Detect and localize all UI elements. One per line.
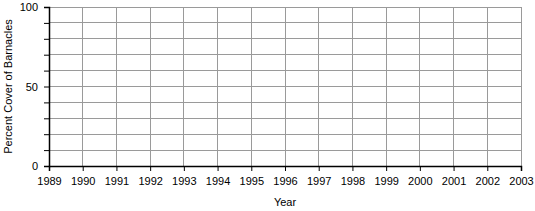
x-tick: 2003 [509, 166, 533, 187]
x-tick-mark [352, 166, 353, 171]
x-tick-label: 1993 [172, 175, 196, 187]
x-tick: 1993 [172, 166, 196, 187]
y-axis-line [44, 8, 50, 167]
x-tick: 1999 [374, 166, 398, 187]
y-tick-mark [44, 166, 49, 167]
y-axis: 0 50 100 [20, 1, 50, 172]
grid-line [487, 7, 488, 166]
x-tick-mark [386, 166, 387, 171]
y-tick [44, 118, 49, 119]
y-tick-label: 50 [26, 81, 38, 93]
x-axis-line [50, 167, 522, 172]
x-tick-mark [420, 166, 421, 171]
x-tick-mark [116, 166, 117, 171]
y-tick-mark [44, 71, 49, 72]
x-tick-label: 1995 [240, 175, 264, 187]
x-tick-mark [251, 166, 252, 171]
grid-line [419, 7, 420, 166]
y-tick: 50 [26, 81, 49, 93]
y-tick-mark [44, 150, 49, 151]
x-tick-label: 1989 [37, 175, 61, 187]
y-tick [44, 102, 49, 103]
x-tick-label: 1994 [206, 175, 230, 187]
x-tick-mark [319, 166, 320, 171]
y-tick-label: 100 [20, 1, 38, 13]
grid [49, 7, 521, 166]
grid-line [521, 7, 522, 166]
x-tick: 1989 [37, 166, 61, 187]
x-tick-label: 1998 [341, 175, 365, 187]
y-tick [44, 55, 49, 56]
grid-line [352, 7, 353, 166]
chart: 1989 1990 1991 1992 1993 1994 1995 1996 1997 1998… [0, 0, 535, 211]
y-tick [44, 39, 49, 40]
grid-line [285, 7, 286, 166]
grid-line [386, 7, 387, 166]
x-tick-mark [83, 166, 84, 171]
x-tick-mark [184, 166, 185, 171]
x-tick-label: 2001 [442, 175, 466, 187]
x-tick-label: 2003 [509, 175, 533, 187]
x-tick: 1996 [273, 166, 297, 187]
y-tick [44, 150, 49, 151]
grid-line [318, 7, 319, 166]
x-tick-label: 1990 [71, 175, 95, 187]
x-tick-label: 1999 [374, 175, 398, 187]
grid-line [217, 7, 218, 166]
x-tick-mark [521, 166, 522, 171]
y-tick [44, 134, 49, 135]
x-tick: 1991 [105, 166, 129, 187]
x-tick-mark [285, 166, 286, 171]
x-tick: 1990 [71, 166, 95, 187]
x-tick-label: 1991 [105, 175, 129, 187]
x-tick-label: 2000 [408, 175, 432, 187]
x-tick: 1992 [138, 166, 162, 187]
y-tick: 100 [20, 1, 49, 13]
x-tick-label: 1997 [307, 175, 331, 187]
x-tick: 1994 [206, 166, 230, 187]
x-axis: 1989 1990 1991 1992 1993 1994 1995 1996 1997 1998… [37, 166, 533, 187]
grid-line [82, 7, 83, 166]
x-tick-label: 1996 [273, 175, 297, 187]
grid-line [150, 7, 151, 166]
y-axis-title: Percent Cover of Barnacles [2, 19, 14, 154]
x-tick-label: 2002 [476, 175, 500, 187]
y-tick-mark [44, 7, 49, 8]
x-axis-title: Year [274, 196, 297, 208]
y-tick [44, 71, 49, 72]
y-tick: 0 [32, 160, 49, 172]
grid-line [453, 7, 454, 166]
x-tick: 2000 [408, 166, 432, 187]
x-tick-mark [150, 166, 151, 171]
y-tick-mark [44, 87, 49, 88]
grid-line [116, 7, 117, 166]
y-tick-mark [44, 102, 49, 103]
x-tick: 1997 [307, 166, 331, 187]
x-tick: 1995 [240, 166, 264, 187]
y-tick-mark [44, 134, 49, 135]
x-tick: 2002 [476, 166, 500, 187]
y-tick-label: 0 [32, 160, 38, 172]
y-tick-mark [44, 55, 49, 56]
x-tick: 1998 [341, 166, 365, 187]
grid-line [251, 7, 252, 166]
y-tick [44, 23, 49, 24]
y-tick-mark [44, 118, 49, 119]
x-tick-mark [454, 166, 455, 171]
x-tick: 2001 [442, 166, 466, 187]
x-tick-mark [218, 166, 219, 171]
x-tick-mark [487, 166, 488, 171]
y-tick-mark [44, 23, 49, 24]
plot: 1989 1990 1991 1992 1993 1994 1995 1996 1997 1998… [20, 1, 534, 187]
grid-line [183, 7, 184, 166]
x-tick-label: 1992 [138, 175, 162, 187]
y-tick-mark [44, 39, 49, 40]
